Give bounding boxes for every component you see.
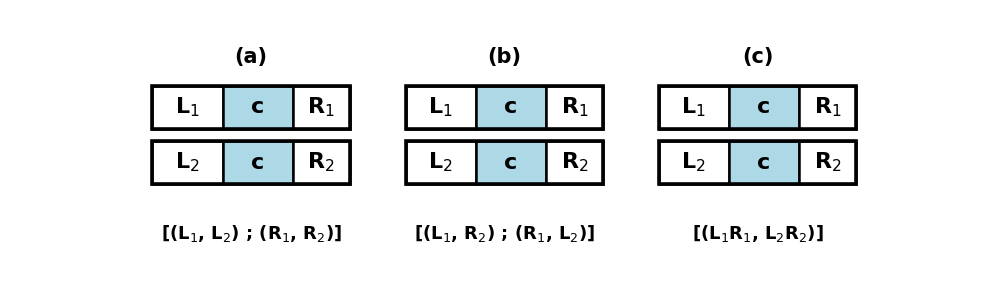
Bar	[405, 86, 603, 129]
Text: L$_2$: L$_2$	[682, 151, 707, 174]
Text: R$_2$: R$_2$	[307, 151, 336, 174]
Text: R$_2$: R$_2$	[561, 151, 588, 174]
Bar	[658, 141, 729, 184]
Bar	[799, 86, 856, 129]
Bar	[292, 141, 350, 184]
Text: L$_2$: L$_2$	[175, 151, 200, 174]
Text: [(L$_1$R$_1$, L$_2$R$_2$)]: [(L$_1$R$_1$, L$_2$R$_2$)]	[692, 223, 824, 244]
Text: c: c	[504, 153, 518, 172]
Text: [(L$_1$, L$_2$) ; (R$_1$, R$_2$)]: [(L$_1$, L$_2$) ; (R$_1$, R$_2$)]	[160, 223, 341, 244]
Text: c: c	[251, 153, 265, 172]
Text: R$_2$: R$_2$	[814, 151, 841, 174]
Text: c: c	[758, 97, 770, 117]
Bar	[405, 141, 475, 184]
Text: (a): (a)	[234, 46, 268, 67]
Bar	[658, 86, 856, 129]
Text: R$_1$: R$_1$	[307, 96, 336, 119]
Bar	[153, 86, 350, 129]
Bar	[405, 141, 603, 184]
Text: c: c	[504, 97, 518, 117]
Bar	[475, 86, 546, 129]
Bar	[222, 86, 292, 129]
Text: c: c	[758, 153, 770, 172]
Text: c: c	[251, 97, 265, 117]
Text: L$_2$: L$_2$	[428, 151, 453, 174]
Bar	[405, 86, 475, 129]
Bar	[729, 86, 799, 129]
Bar	[222, 141, 292, 184]
Text: R$_1$: R$_1$	[561, 96, 588, 119]
Bar	[658, 141, 856, 184]
Text: L$_1$: L$_1$	[428, 96, 453, 119]
Bar	[729, 141, 799, 184]
Bar	[153, 141, 222, 184]
Bar	[658, 86, 729, 129]
Bar	[546, 141, 603, 184]
Text: L$_1$: L$_1$	[682, 96, 707, 119]
Bar	[546, 86, 603, 129]
Text: L$_1$: L$_1$	[175, 96, 200, 119]
Bar	[475, 141, 546, 184]
Bar	[292, 86, 350, 129]
Text: [(L$_1$, R$_2$) ; (R$_1$, L$_2$)]: [(L$_1$, R$_2$) ; (R$_1$, L$_2$)]	[413, 223, 595, 244]
Text: (c): (c)	[742, 46, 773, 67]
Text: R$_1$: R$_1$	[814, 96, 841, 119]
Bar	[799, 141, 856, 184]
Text: (b): (b)	[487, 46, 522, 67]
Bar	[153, 86, 222, 129]
Bar	[153, 141, 350, 184]
